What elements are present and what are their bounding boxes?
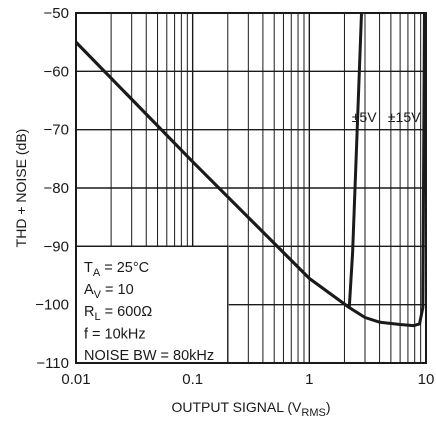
condition-main: R xyxy=(84,304,94,320)
x-tick-label: 10 xyxy=(418,371,435,388)
series-line-pm15v xyxy=(74,12,426,328)
conditions-box-bg xyxy=(77,246,229,362)
x-axis-title-sub: RMS xyxy=(301,407,325,419)
condition-line: AV = 10 xyxy=(84,282,134,301)
condition-sub: V xyxy=(94,289,102,301)
series-label-pm5v: ±5V xyxy=(352,109,377,125)
conditions-box xyxy=(76,245,229,363)
series-group xyxy=(74,12,426,328)
condition-line: f = 10kHz xyxy=(84,326,146,342)
condition-main: A xyxy=(84,282,94,298)
condition-sub: A xyxy=(93,267,101,279)
condition-main: NOISE BW = 80kHz xyxy=(84,348,214,364)
series-label-pm15v: ±15V xyxy=(388,109,421,125)
y-tick-label: −70 xyxy=(44,122,69,139)
y-tick-label: −50 xyxy=(44,5,69,22)
y-tick-label: −90 xyxy=(44,238,69,255)
condition-rest: = 600Ω xyxy=(101,304,153,320)
x-axis-title-end: ) xyxy=(326,399,331,415)
labels: 0.01 0.1 1 10 −50 −60 −70 −80 −90 −100 −110 ±5V ±15V… xyxy=(35,5,434,388)
condition-sub: L xyxy=(94,311,100,323)
condition-line: TA = 25°C xyxy=(84,260,149,279)
x-tick-label: 0.01 xyxy=(61,371,90,388)
condition-rest: = 10 xyxy=(101,282,134,298)
y-tick-label: −60 xyxy=(44,63,69,80)
y-axis-title: THD + NOISE (dB) xyxy=(13,129,29,248)
plot-frame xyxy=(75,12,427,364)
condition-main: f = 10kHz xyxy=(84,326,146,342)
x-tick-label: 1 xyxy=(305,371,313,388)
condition-line: RL = 600Ω xyxy=(84,304,152,323)
condition-rest: = 25°C xyxy=(100,260,149,276)
x-tick-label: 0.1 xyxy=(182,371,203,388)
y-tick-label: −100 xyxy=(35,297,69,314)
grid xyxy=(76,13,426,363)
y-tick-label: −80 xyxy=(44,180,69,197)
condition-line: NOISE BW = 80kHz xyxy=(84,348,214,364)
x-axis-title-main: OUTPUT SIGNAL (V xyxy=(171,399,302,415)
condition-main: T xyxy=(84,260,93,276)
y-tick-label: −110 xyxy=(36,355,69,372)
x-axis-title: OUTPUT SIGNAL (VRMS) xyxy=(171,399,330,419)
